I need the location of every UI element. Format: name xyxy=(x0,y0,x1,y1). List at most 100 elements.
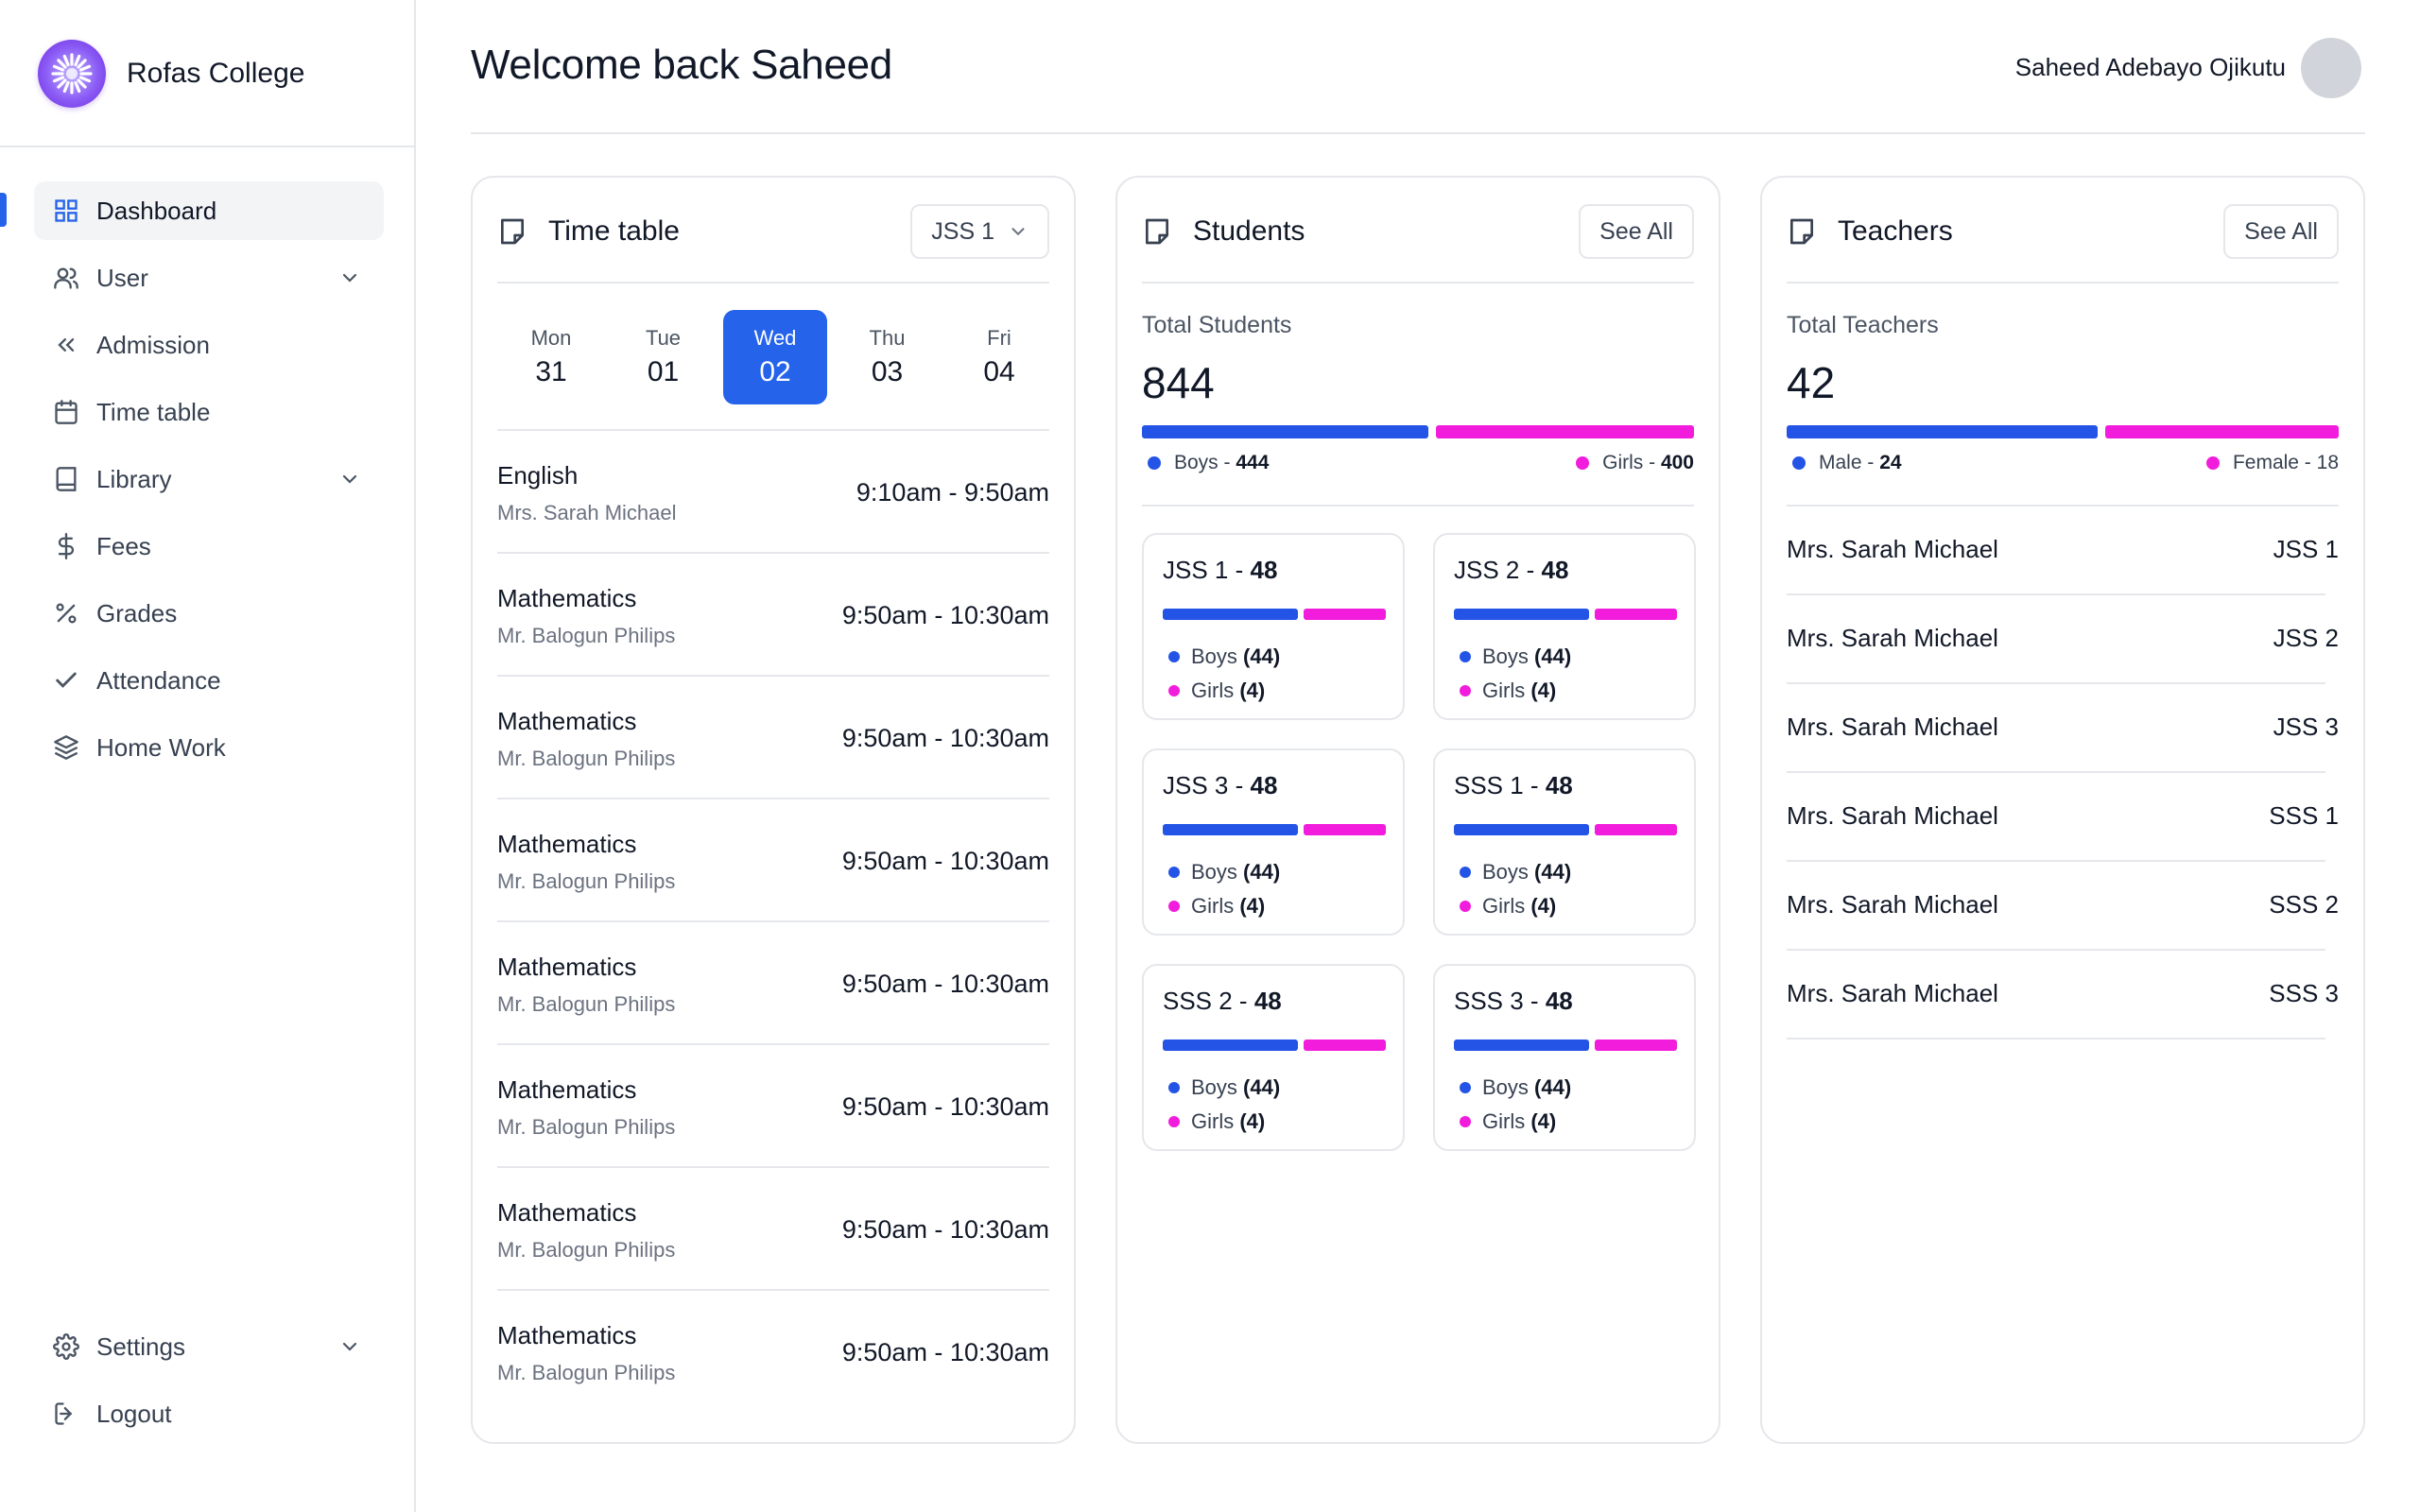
sidebar-item-logout[interactable]: Logout xyxy=(34,1384,384,1443)
teachers-see-all-button[interactable]: See All xyxy=(2223,204,2339,259)
class-boys: Boys (44) xyxy=(1460,644,1571,669)
class-girls: Girls (4) xyxy=(1168,679,1265,703)
girls-dot xyxy=(1168,685,1180,696)
teacher-class: JSS 2 xyxy=(2273,624,2339,652)
gender-legend: Male - 24 Female - 18 xyxy=(1787,452,2339,480)
teacher-name: Mrs. Sarah Michael xyxy=(1787,535,1998,563)
college-logo-icon xyxy=(38,40,106,108)
sidebar-item-home-work[interactable]: Home Work xyxy=(34,718,384,777)
girls-legend: Girls - 400 xyxy=(1576,452,1694,474)
class-girls: Girls (4) xyxy=(1168,894,1265,919)
period-row[interactable]: English Mrs. Sarah Michael 9:10am - 9:50… xyxy=(497,431,1049,554)
class-card-sss1[interactable]: SSS 1 - 48 Boys (44) Girls (4) xyxy=(1433,748,1696,936)
sidebar-item-grades[interactable]: Grades xyxy=(34,584,384,643)
day-wed[interactable]: Wed 02 xyxy=(723,310,827,404)
class-girls: Girls (4) xyxy=(1460,1109,1556,1134)
male-dot xyxy=(1792,456,1806,470)
class-card-jss3[interactable]: JSS 3 - 48 Boys (44) Girls (4) xyxy=(1142,748,1405,936)
sidebar-item-fees[interactable]: Fees xyxy=(34,517,384,576)
girls-bar-segment xyxy=(1594,609,1677,620)
teacher-row[interactable]: Mrs. Sarah Michael JSS 1 xyxy=(1787,507,2339,595)
day-mon[interactable]: Mon 31 xyxy=(499,310,603,404)
teacher-name: Mrs. Sarah Michael xyxy=(1787,624,1998,652)
boys-label: Boys xyxy=(1482,644,1529,668)
page-title: Welcome back Saheed xyxy=(471,42,892,88)
divider xyxy=(497,282,1049,284)
period-time: 9:50am - 10:30am xyxy=(841,601,1049,629)
day-fri[interactable]: Fri 04 xyxy=(947,310,1051,404)
sidebar-item-attendance[interactable]: Attendance xyxy=(34,651,384,710)
teacher-row[interactable]: Mrs. Sarah Michael SSS 3 xyxy=(1787,951,2339,1040)
chevron-down-icon[interactable] xyxy=(338,468,361,490)
brand[interactable]: Rofas College xyxy=(38,40,304,108)
class-gender-bar xyxy=(1454,824,1677,835)
period-row[interactable]: Mathematics Mr. Balogun Philips 9:50am -… xyxy=(497,922,1049,1045)
students-see-all-button[interactable]: See All xyxy=(1579,204,1694,259)
note-icon xyxy=(1142,216,1172,247)
teacher-row[interactable]: Mrs. Sarah Michael SSS 2 xyxy=(1787,862,2339,951)
sidebar-item-settings[interactable]: Settings xyxy=(34,1317,384,1376)
class-title: JSS 3 - 48 xyxy=(1163,771,1277,800)
teacher-row[interactable]: Mrs. Sarah Michael JSS 2 xyxy=(1787,595,2339,684)
sidebar-item-label: User xyxy=(96,263,148,292)
note-icon xyxy=(497,216,527,247)
period-teacher: Mrs. Sarah Michael xyxy=(497,501,677,524)
class-card-jss1[interactable]: JSS 1 - 48 Boys (44) Girls (4) xyxy=(1142,533,1405,720)
class-select[interactable]: JSS 1 xyxy=(910,204,1049,259)
day-tue[interactable]: Tue 01 xyxy=(612,310,716,404)
class-boys: Boys (44) xyxy=(1168,860,1280,885)
class-card-sss3[interactable]: SSS 3 - 48 Boys (44) Girls (4) xyxy=(1433,964,1696,1151)
girls-label: Girls xyxy=(1482,679,1526,702)
girls-label: Girls xyxy=(1191,894,1235,918)
class-girls: Girls (4) xyxy=(1460,679,1556,703)
girls-bar-segment xyxy=(1303,824,1386,835)
sidebar-item-library[interactable]: Library xyxy=(34,450,384,508)
sidebar-item-dashboard[interactable]: Dashboard xyxy=(34,181,384,240)
chevron-down-icon xyxy=(1008,221,1028,242)
period-row[interactable]: Mathematics Mr. Balogun Philips 9:50am -… xyxy=(497,1291,1049,1414)
sidebar-item-label: Admission xyxy=(96,330,210,359)
user-name[interactable]: Saheed Adebayo Ojikutu xyxy=(2014,53,2286,81)
sidebar-item-user[interactable]: User xyxy=(34,249,384,307)
sidebar-item-label: Time table xyxy=(96,397,211,426)
timetable-card: Time table JSS 1 Mon 31 Tue 01 Wed 02 Th… xyxy=(471,176,1076,1444)
avatar[interactable] xyxy=(2301,38,2361,98)
period-subject: Mathematics xyxy=(497,1198,637,1227)
period-row[interactable]: Mathematics Mr. Balogun Philips 9:50am -… xyxy=(497,1045,1049,1168)
girls-count: (4) xyxy=(1239,1109,1266,1133)
divider xyxy=(497,429,1049,431)
teacher-row[interactable]: Mrs. Sarah Michael SSS 1 xyxy=(1787,773,2339,862)
sidebar-divider xyxy=(0,146,416,147)
sidebar-item-time-table[interactable]: Time table xyxy=(34,383,384,441)
chevron-down-icon[interactable] xyxy=(338,266,361,289)
period-row[interactable]: Mathematics Mr. Balogun Philips 9:50am -… xyxy=(497,1168,1049,1291)
logout-icon xyxy=(53,1400,79,1427)
period-subject: Mathematics xyxy=(497,584,637,612)
sidebar-item-label: Logout xyxy=(96,1399,172,1428)
girls-count: (4) xyxy=(1530,1109,1557,1133)
girls-label: Girls xyxy=(1482,1109,1526,1133)
see-all-label: See All xyxy=(2244,217,2318,245)
day-thu[interactable]: Thu 03 xyxy=(836,310,940,404)
sidebar: Rofas College Dashboard User Admission xyxy=(0,0,416,1512)
class-count: 48 xyxy=(1545,987,1573,1015)
boys-bar-segment xyxy=(1454,824,1589,835)
period-row[interactable]: Mathematics Mr. Balogun Philips 9:50am -… xyxy=(497,799,1049,922)
class-card-jss2[interactable]: JSS 2 - 48 Boys (44) Girls (4) xyxy=(1433,533,1696,720)
period-row[interactable]: Mathematics Mr. Balogun Philips 9:50am -… xyxy=(497,677,1049,799)
gender-split-bar xyxy=(1142,425,1694,438)
period-row[interactable]: Mathematics Mr. Balogun Philips 9:50am -… xyxy=(497,554,1049,677)
class-card-sss2[interactable]: SSS 2 - 48 Boys (44) Girls (4) xyxy=(1142,964,1405,1151)
class-title: SSS 2 - 48 xyxy=(1163,987,1282,1016)
boys-dot xyxy=(1148,456,1161,470)
chevron-down-icon[interactable] xyxy=(338,1335,361,1358)
sidebar-item-admission[interactable]: Admission xyxy=(34,316,384,374)
boys-count: (44) xyxy=(1243,860,1281,884)
class-name: JSS 3 - xyxy=(1163,771,1251,799)
female-legend: Female - 18 xyxy=(2205,452,2339,474)
period-subject: Mathematics xyxy=(497,1075,637,1104)
girls-bar-segment xyxy=(1303,609,1386,620)
gender-legend: Boys - 444 Girls - 400 xyxy=(1142,452,1694,480)
class-name: SSS 1 - xyxy=(1454,771,1546,799)
teacher-row[interactable]: Mrs. Sarah Michael JSS 3 xyxy=(1787,684,2339,773)
